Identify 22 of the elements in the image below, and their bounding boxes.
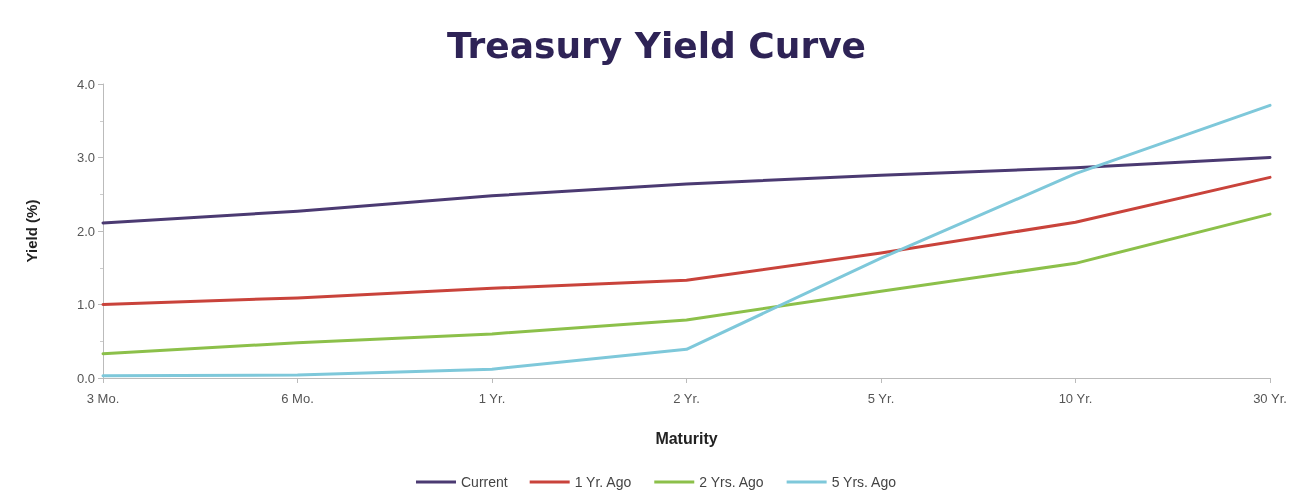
legend-label: 2 Yrs. Ago bbox=[699, 474, 764, 490]
y-tick-label: 0.0 bbox=[76, 370, 95, 386]
y-tick-label: 2.0 bbox=[76, 223, 95, 239]
line-series bbox=[101, 175, 1272, 306]
y-axis-title: Yield (%) bbox=[23, 199, 40, 263]
y-tick-label: 1.0 bbox=[76, 297, 95, 312]
line-series bbox=[101, 156, 1272, 225]
line-series bbox=[101, 212, 1272, 356]
y-tick-label: 4.0 bbox=[76, 76, 95, 92]
legend-label: Current bbox=[461, 474, 508, 490]
x-tick-label: 1 Yr. bbox=[478, 391, 506, 406]
x-tick-label: 3 Mo. bbox=[86, 391, 120, 406]
x-axis-title: Maturity bbox=[655, 429, 718, 447]
legend-label: 1 Yr. Ago bbox=[574, 474, 632, 490]
x-tick-label: 10 Yr. bbox=[1058, 391, 1093, 406]
chart-title: Treasury Yield Curve bbox=[446, 24, 867, 66]
x-tick-label: 6 Mo. bbox=[281, 391, 314, 406]
x-tick-label: 2 Yr. bbox=[673, 391, 700, 406]
legend-label: 5 Yrs. Ago bbox=[831, 474, 897, 490]
x-tick-label: 30 Yr. bbox=[1253, 391, 1287, 406]
x-tick-label: 5 Yr. bbox=[867, 391, 895, 406]
y-tick-label: 3.0 bbox=[76, 150, 95, 165]
